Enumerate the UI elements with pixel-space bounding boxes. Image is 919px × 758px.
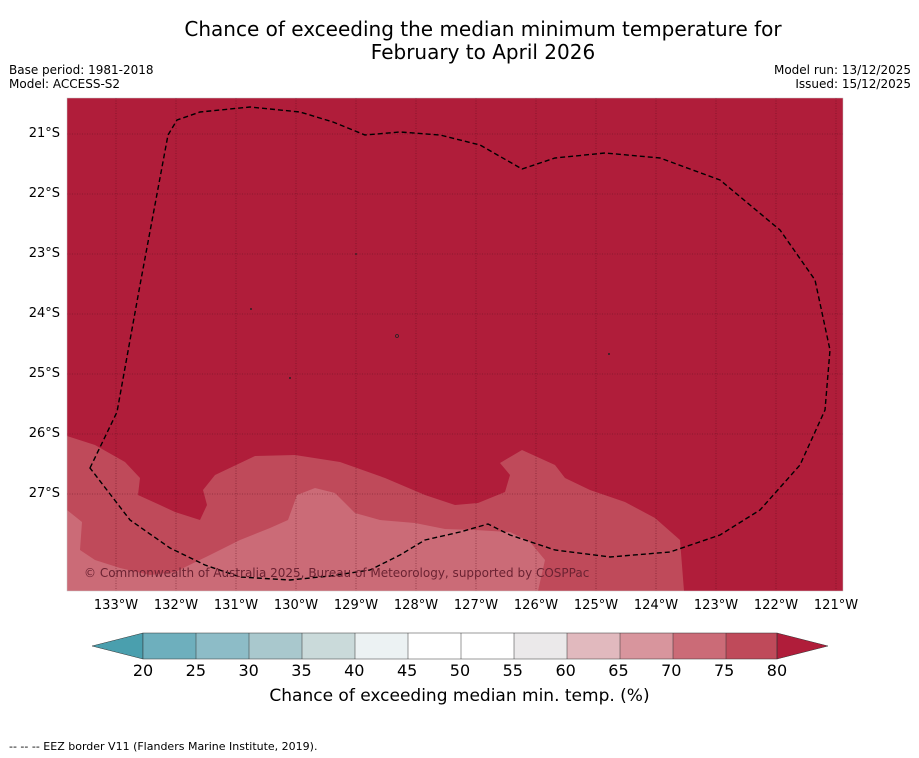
lat-label: 26°S — [28, 426, 60, 441]
colorbar-tick: 40 — [344, 661, 365, 680]
colorbar-bin-70-75 — [673, 633, 726, 659]
colorbar-bin-75-80 — [726, 633, 777, 659]
lon-label: 121°W — [813, 598, 859, 613]
region-70-75 — [67, 488, 545, 591]
lon-label: 132°W — [153, 598, 199, 613]
colorbar-tick: 60 — [555, 661, 576, 680]
lat-label: 21°S — [28, 126, 60, 141]
colorbar-tick: 55 — [502, 661, 523, 680]
colorbar-tick: 75 — [713, 661, 735, 680]
lat-label: 25°S — [28, 366, 60, 381]
colorbar-tick: 20 — [132, 661, 154, 680]
lon-label: 124°W — [633, 598, 679, 613]
colorbar-tick: 65 — [608, 661, 629, 680]
lon-label: 129°W — [333, 598, 379, 613]
colorbar-tick: 25 — [185, 661, 206, 680]
lat-label: 27°S — [28, 486, 60, 501]
map-title: Chance of exceeding the median minimum t… — [0, 18, 919, 64]
colorbar-tick: 70 — [661, 661, 682, 680]
graticule — [67, 98, 843, 591]
issued-date: Issued: 15/12/2025 — [795, 77, 911, 91]
model-name: Model: ACCESS-S2 — [9, 77, 121, 91]
colorbar-tick: 50 — [449, 661, 471, 680]
left-metadata: Base period: 1981-2018 Model: ACCESS-S2 — [9, 63, 154, 91]
islands — [249, 253, 611, 379]
lon-label: 127°W — [453, 598, 499, 613]
lon-label: 128°W — [393, 598, 439, 613]
colorbar-bin-50-55 — [461, 633, 514, 659]
lat-label: 24°S — [28, 306, 60, 321]
colorbar-tick: 35 — [291, 661, 312, 680]
map-field — [67, 98, 843, 591]
copyright-notice: © Commonwealth of Australia 2025, Bureau… — [84, 566, 590, 580]
colorbar-bin-40-45 — [355, 633, 408, 659]
colorbar-bin-30-35 — [249, 633, 302, 659]
colorbar-bin-35-40 — [302, 633, 355, 659]
colorbar-tick: 30 — [238, 661, 259, 680]
lon-label: 125°W — [573, 598, 619, 613]
model-run: Model run: 13/12/2025 — [773, 63, 911, 77]
lon-label: 122°W — [753, 598, 799, 613]
colorbar-bin-65-70 — [620, 633, 673, 659]
colorbar-bin-20-25 — [143, 633, 196, 659]
lat-label: 23°S — [28, 246, 60, 261]
right-metadata: Model run: 13/12/2025 Issued: 15/12/2025 — [774, 63, 911, 91]
lon-label: 130°W — [273, 598, 319, 613]
colorbar-tick: 80 — [766, 661, 788, 680]
lon-label: 123°W — [693, 598, 739, 613]
lon-label: 126°W — [513, 598, 559, 613]
colorbar-bin-55-60 — [514, 633, 567, 659]
colorbar-label: Chance of exceeding median min. temp. (%… — [269, 686, 650, 706]
base-period: Base period: 1981-2018 — [9, 63, 154, 77]
eez-legend: -- -- -- EEZ border V11 (Flanders Marine… — [9, 740, 318, 753]
lat-label: 22°S — [28, 186, 60, 201]
lon-label: 133°W — [93, 598, 139, 613]
colorbar-extend-high — [776, 632, 829, 660]
colorbar-bin-25-30 — [196, 633, 249, 659]
colorbar-extend-low — [91, 632, 144, 660]
colorbar-bin-60-65 — [567, 633, 620, 659]
colorbar-tick: 45 — [396, 661, 418, 680]
colorbar-bin-45-50 — [408, 633, 461, 659]
colorbar — [91, 632, 829, 660]
title-line-1: Chance of exceeding the median minimum t… — [184, 17, 782, 41]
title-line-2: February to April 2026 — [370, 40, 596, 64]
eez-border — [89, 106, 831, 581]
lon-label: 131°W — [213, 598, 259, 613]
